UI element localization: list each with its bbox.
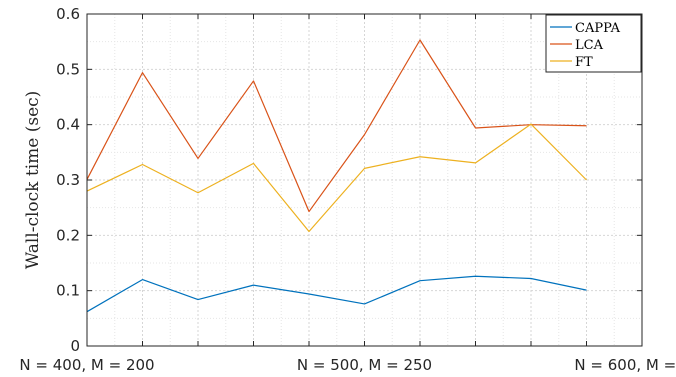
series-line-lca [86,39,587,213]
legend-label-lca: LCA [575,38,604,53]
series-lines [86,39,587,313]
x-tick-label: N = 500, M = 250 [297,356,432,374]
legend-label-ft: FT [575,55,593,70]
x-tick-label: N = 600, M = 300 [574,356,676,374]
x-tick-label: N = 400, M = 200 [19,356,154,374]
axis-ticks: 0 0.1 0.2 0.3 0.4 0.5 0.6 N = 400, M = 200 N = 5… [19,5,676,374]
y-tick-label: 0 [70,337,80,355]
y-tick-label: 0.2 [56,226,80,244]
y-tick-label: 0.1 [56,282,80,300]
series-line-ft [86,123,587,233]
series-line-cappa [86,275,587,313]
y-tick-label: 0.5 [56,60,80,78]
legend-label-cappa: CAPPA [575,21,621,36]
y-tick-label: 0.4 [56,116,80,134]
y-tick-label: 0.6 [56,5,80,23]
y-axis-label: Wall-clock time (sec) [23,91,43,270]
y-tick-label: 0.3 [56,171,80,189]
legend: CAPPA LCA FT [545,14,642,73]
